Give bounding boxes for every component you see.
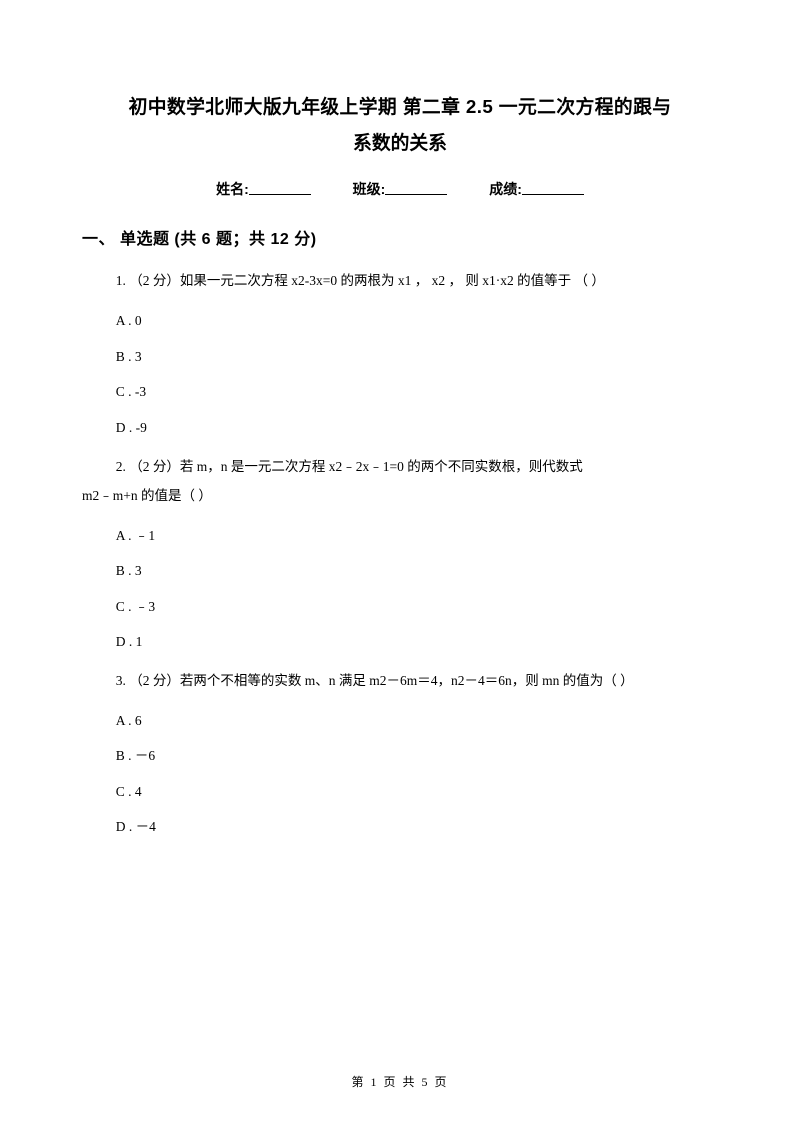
question-1-option-b: B . 3 [82, 348, 718, 366]
name-label: 姓名: [216, 181, 249, 197]
page-content: 初中数学北师大版九年级上学期 第二章 2.5 一元二次方程的跟与 系数的关系 姓… [0, 0, 800, 904]
class-label: 班级: [353, 181, 386, 197]
question-3-option-a: A . 6 [82, 712, 718, 730]
document-title-line1: 初中数学北师大版九年级上学期 第二章 2.5 一元二次方程的跟与 [82, 88, 718, 126]
question-2-option-d: D . 1 [82, 633, 718, 651]
question-1-option-a: A . 0 [82, 312, 718, 330]
class-blank [385, 180, 447, 195]
page-footer: 第 1 页 共 5 页 [0, 1073, 800, 1090]
question-2-option-a: A . ﹣1 [82, 527, 718, 545]
question-2-option-c: C . ﹣3 [82, 598, 718, 616]
question-1-option-c: C . -3 [82, 383, 718, 401]
student-info-row: 姓名: 班级: 成绩: [82, 179, 718, 199]
score-label: 成绩: [489, 181, 522, 197]
question-2-text-line2: m2﹣m+n 的值是（ ） [82, 484, 718, 509]
name-blank [249, 180, 311, 195]
score-blank [522, 180, 584, 195]
question-2-option-b: B . 3 [82, 562, 718, 580]
question-3-option-d: D . －4 [82, 818, 718, 836]
question-3-option-c: C . 4 [82, 783, 718, 801]
question-1-text: 1. （2 分）如果一元二次方程 x2-3x=0 的两根为 x1 ， x2 ， … [82, 269, 718, 294]
document-title-line2: 系数的关系 [82, 126, 718, 160]
section-header: 一、 单选题 (共 6 题；共 12 分) [82, 225, 718, 249]
question-2-text-line1: 2. （2 分）若 m，n 是一元二次方程 x2﹣2x﹣1=0 的两个不同实数根… [82, 455, 718, 480]
question-1-option-d: D . -9 [82, 419, 718, 437]
question-3-text: 3. （2 分）若两个不相等的实数 m、n 满足 m2－6m＝4，n2－4＝6n… [82, 669, 718, 694]
question-3-option-b: B . －6 [82, 747, 718, 765]
